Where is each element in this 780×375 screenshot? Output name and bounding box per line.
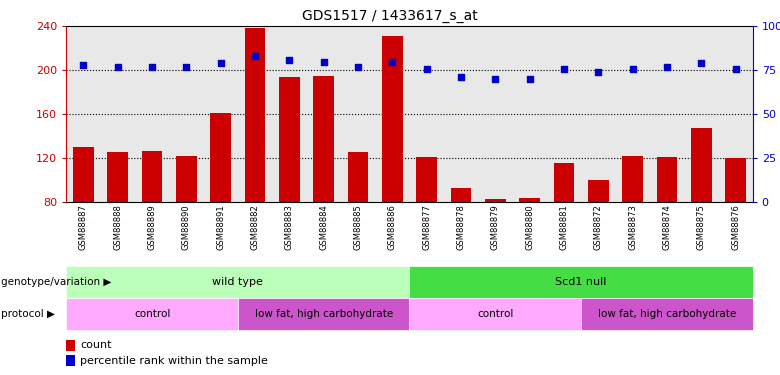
Bar — [691, 128, 711, 202]
Text: control: control — [134, 309, 170, 319]
Bar — [554, 163, 574, 202]
Bar — [238, 298, 410, 330]
Point — [180, 64, 193, 70]
Bar — [314, 76, 334, 202]
Point — [695, 60, 707, 66]
Point — [729, 66, 742, 72]
Bar — [622, 156, 643, 203]
Bar — [73, 147, 94, 202]
Point — [317, 58, 330, 64]
Bar — [348, 152, 368, 202]
Bar — [410, 298, 581, 330]
Point — [77, 62, 90, 68]
Bar — [108, 152, 128, 202]
Text: protocol ▶: protocol ▶ — [1, 309, 55, 319]
Point — [386, 58, 399, 64]
Point — [249, 53, 261, 59]
Text: GDS1517 / 1433617_s_at: GDS1517 / 1433617_s_at — [302, 9, 478, 23]
Text: genotype/variation ▶: genotype/variation ▶ — [1, 277, 112, 287]
Bar — [519, 198, 540, 202]
Text: control: control — [477, 309, 513, 319]
Text: wild type: wild type — [212, 277, 264, 287]
Point — [455, 74, 467, 80]
Bar — [657, 158, 677, 203]
Bar — [66, 356, 75, 366]
Bar — [176, 156, 197, 203]
Bar — [451, 188, 471, 202]
Point — [592, 69, 604, 75]
Point — [112, 64, 124, 70]
Text: low fat, high carbohydrate: low fat, high carbohydrate — [597, 309, 736, 319]
Point — [489, 76, 502, 82]
Bar — [142, 151, 162, 202]
Point — [215, 60, 227, 66]
Bar — [211, 113, 231, 202]
Point — [146, 64, 158, 70]
Bar — [588, 180, 608, 203]
Bar — [66, 266, 410, 298]
Text: Scd1 null: Scd1 null — [555, 277, 607, 287]
Point — [523, 76, 536, 82]
Bar — [245, 28, 265, 202]
Bar — [417, 158, 437, 203]
Bar — [410, 266, 753, 298]
Point — [352, 64, 364, 70]
Text: count: count — [80, 340, 112, 350]
Bar — [382, 36, 402, 203]
Bar — [485, 199, 505, 202]
Bar — [581, 298, 753, 330]
Point — [420, 66, 433, 72]
Bar — [279, 77, 300, 203]
Bar — [66, 340, 75, 351]
Text: percentile rank within the sample: percentile rank within the sample — [80, 356, 268, 366]
Point — [283, 57, 296, 63]
Point — [626, 66, 639, 72]
Text: low fat, high carbohydrate: low fat, high carbohydrate — [254, 309, 393, 319]
Point — [661, 64, 673, 70]
Bar — [725, 158, 746, 203]
Point — [558, 66, 570, 72]
Bar — [66, 298, 238, 330]
